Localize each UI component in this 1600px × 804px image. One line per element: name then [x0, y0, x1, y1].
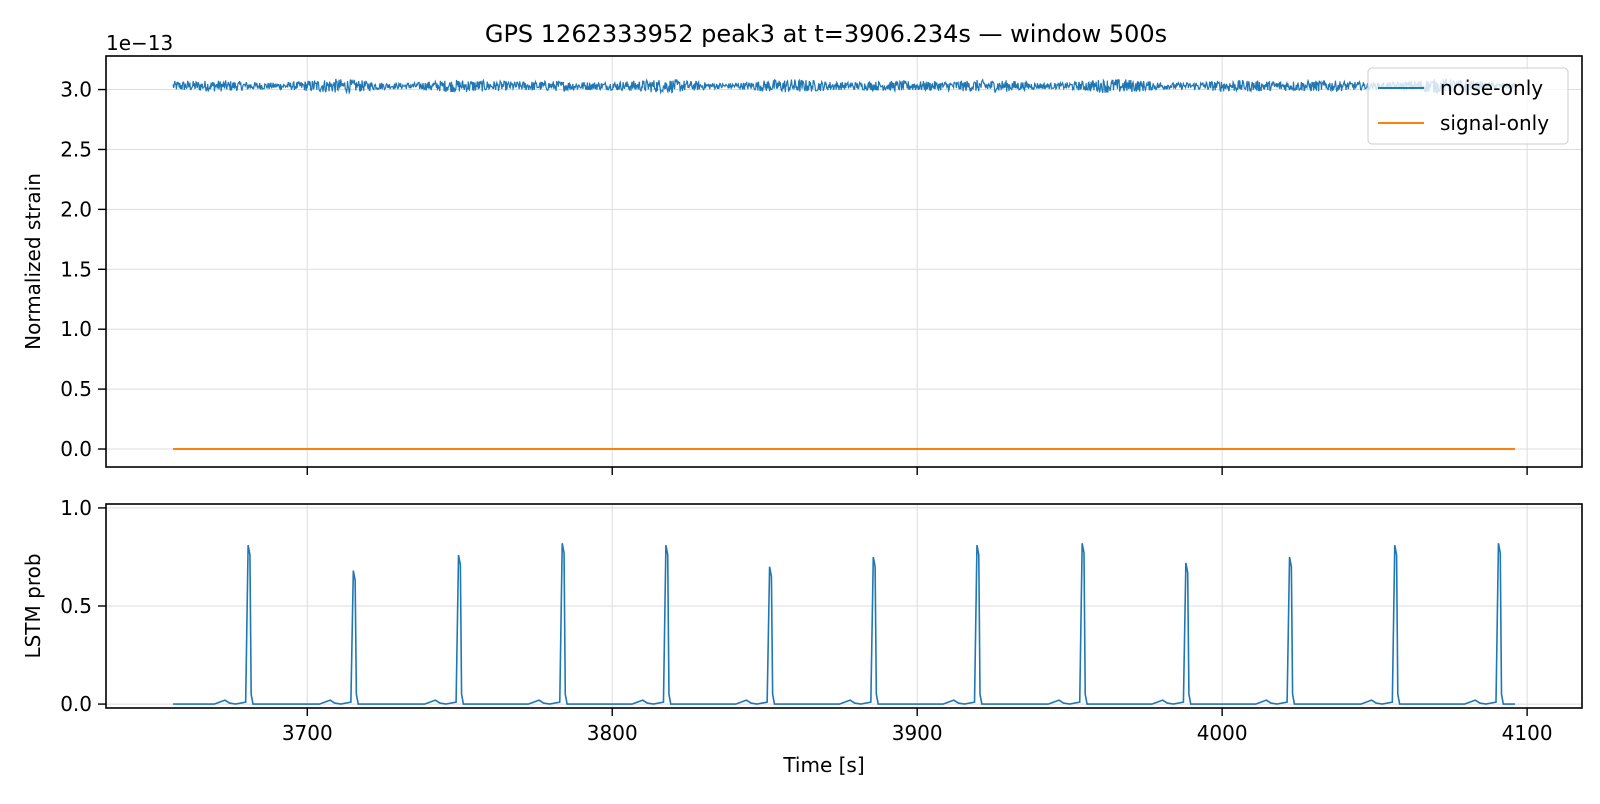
- y-tick-label: 2.5: [60, 137, 92, 161]
- x-tick-label: 3900: [892, 721, 943, 745]
- top-ticks: 0.0 0.5 1.0 1.5 2.0 2.5 3.0: [60, 78, 1528, 475]
- top-y-offset-label: 1e−13: [106, 31, 173, 55]
- y-tick-label: 1.0: [60, 496, 92, 520]
- legend: noise-only signal-only: [1367, 67, 1569, 145]
- y-tick-label: 3.0: [60, 78, 92, 102]
- bottom-y-axis-label: LSTM prob: [21, 553, 45, 658]
- y-tick-label: 0.5: [60, 377, 92, 401]
- series-noise-only-line: [172, 78, 1516, 95]
- x-tick-label: 4000: [1197, 721, 1248, 745]
- legend-label-signal-only: signal-only: [1440, 111, 1549, 135]
- bottom-series: [173, 543, 1515, 705]
- y-tick-label: 1.5: [60, 257, 92, 281]
- x-tick-label: 3800: [587, 721, 638, 745]
- y-tick-label: 2.0: [60, 197, 92, 221]
- x-tick-label: 4100: [1502, 721, 1553, 745]
- top-axes-frame: [105, 55, 1583, 468]
- x-tick-label: 3700: [282, 721, 333, 745]
- top-series: [172, 78, 1516, 451]
- y-tick-label: 1.0: [60, 317, 92, 341]
- series-lstm-prob-line: [173, 543, 1515, 705]
- legend-label-noise-only: noise-only: [1440, 76, 1543, 100]
- chart-title: GPS 1262333952 peak3 at t=3906.234s — wi…: [485, 20, 1167, 48]
- y-tick-label: 0.0: [60, 692, 92, 716]
- y-tick-label: 0.0: [60, 437, 92, 461]
- y-tick-label: 0.5: [60, 594, 92, 618]
- top-panel: 0.0 0.5 1.0 1.5 2.0 2.5 3.0 1e−13 Normalized s…: [21, 31, 1583, 475]
- bottom-ticks: 3700 3800 3900 4000 4100 0.0 0.5 1.0: [60, 496, 1552, 745]
- x-axis-label: Time [s]: [782, 753, 864, 777]
- top-y-axis-label: Normalized strain: [21, 173, 45, 350]
